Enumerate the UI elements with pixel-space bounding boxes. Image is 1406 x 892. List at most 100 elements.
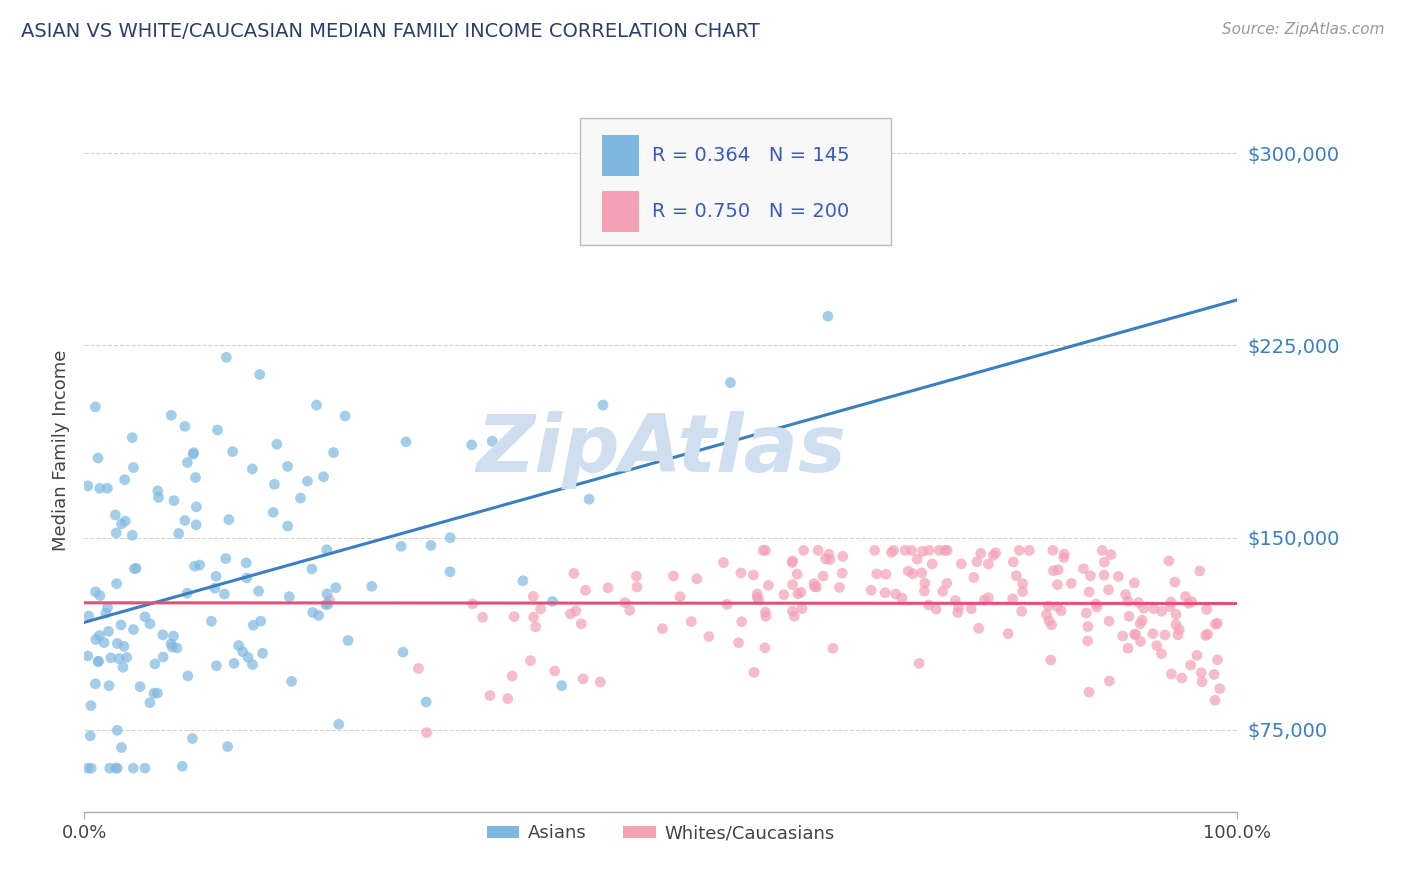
Point — [1042, 543, 1064, 558]
Point — [94, 606, 117, 620]
Point — [76, 761, 98, 775]
Point — [727, 636, 749, 650]
Point — [977, 591, 1000, 605]
Point — [817, 310, 839, 324]
Point — [755, 609, 778, 624]
Point — [80, 761, 103, 775]
Point — [950, 557, 973, 571]
Point — [87, 654, 110, 668]
Point — [1076, 606, 1098, 620]
Point — [1116, 641, 1139, 656]
Point — [266, 437, 288, 451]
Point — [943, 593, 966, 607]
Point — [780, 556, 803, 570]
Point — [574, 583, 596, 598]
Point — [214, 587, 236, 601]
Point — [1008, 543, 1031, 558]
Point — [1154, 628, 1177, 642]
Point — [160, 409, 183, 423]
Point — [114, 514, 136, 528]
Point — [720, 376, 742, 390]
Point — [1181, 594, 1204, 608]
Point — [970, 546, 993, 560]
Point — [1011, 604, 1033, 618]
Point — [297, 474, 319, 488]
Point — [249, 368, 271, 382]
Point — [1107, 569, 1129, 583]
Point — [1157, 554, 1180, 568]
Point — [278, 590, 301, 604]
Point — [1112, 629, 1135, 643]
Point — [143, 657, 166, 671]
Point — [160, 640, 183, 654]
Point — [936, 543, 959, 558]
Point — [681, 615, 703, 629]
Point — [188, 558, 211, 572]
Point — [160, 637, 183, 651]
Point — [420, 538, 443, 552]
Point — [176, 456, 198, 470]
Point — [596, 581, 619, 595]
Point — [1180, 658, 1202, 673]
Point — [1094, 555, 1116, 569]
Point — [697, 630, 720, 644]
Point — [1123, 627, 1146, 641]
Point — [1092, 568, 1115, 582]
Point — [84, 400, 107, 414]
Point — [1038, 599, 1060, 613]
Point — [215, 551, 238, 566]
Point — [97, 624, 120, 639]
Point — [984, 546, 1007, 560]
Point — [626, 580, 648, 594]
Point — [742, 568, 765, 582]
Point — [928, 543, 950, 558]
Point — [242, 657, 264, 672]
Point — [84, 632, 107, 647]
Point — [831, 549, 853, 564]
Point — [782, 577, 804, 591]
Point — [277, 459, 299, 474]
Point — [948, 600, 970, 615]
Point — [931, 584, 953, 599]
Point — [1128, 595, 1150, 609]
Point — [235, 556, 257, 570]
Point — [966, 555, 988, 569]
Point — [960, 601, 983, 615]
Point — [828, 581, 851, 595]
Point — [524, 620, 547, 634]
Point — [1160, 667, 1182, 681]
Point — [891, 591, 914, 605]
Point — [908, 657, 931, 671]
Point — [389, 539, 412, 553]
Point — [1078, 585, 1101, 599]
Point — [1209, 681, 1232, 696]
Point — [97, 600, 120, 615]
Point — [89, 589, 111, 603]
Point — [305, 398, 328, 412]
Point — [754, 640, 776, 655]
Point — [897, 564, 920, 578]
Point — [1042, 564, 1064, 578]
Point — [222, 657, 245, 671]
Point — [713, 556, 735, 570]
Point — [911, 544, 934, 558]
Point — [152, 650, 174, 665]
Point — [146, 483, 169, 498]
Point — [173, 514, 195, 528]
Point — [181, 447, 204, 461]
Point — [866, 566, 889, 581]
Point — [562, 566, 585, 581]
Point — [662, 569, 685, 583]
Point — [1206, 616, 1229, 631]
Point — [1115, 588, 1137, 602]
Point — [730, 566, 752, 580]
Point — [1142, 626, 1164, 640]
Point — [84, 677, 107, 691]
Point — [1073, 562, 1095, 576]
Point — [1130, 613, 1153, 627]
Point — [236, 650, 259, 665]
Point — [977, 557, 1000, 571]
Point — [1146, 639, 1168, 653]
Point — [529, 602, 551, 616]
Point — [110, 618, 132, 632]
